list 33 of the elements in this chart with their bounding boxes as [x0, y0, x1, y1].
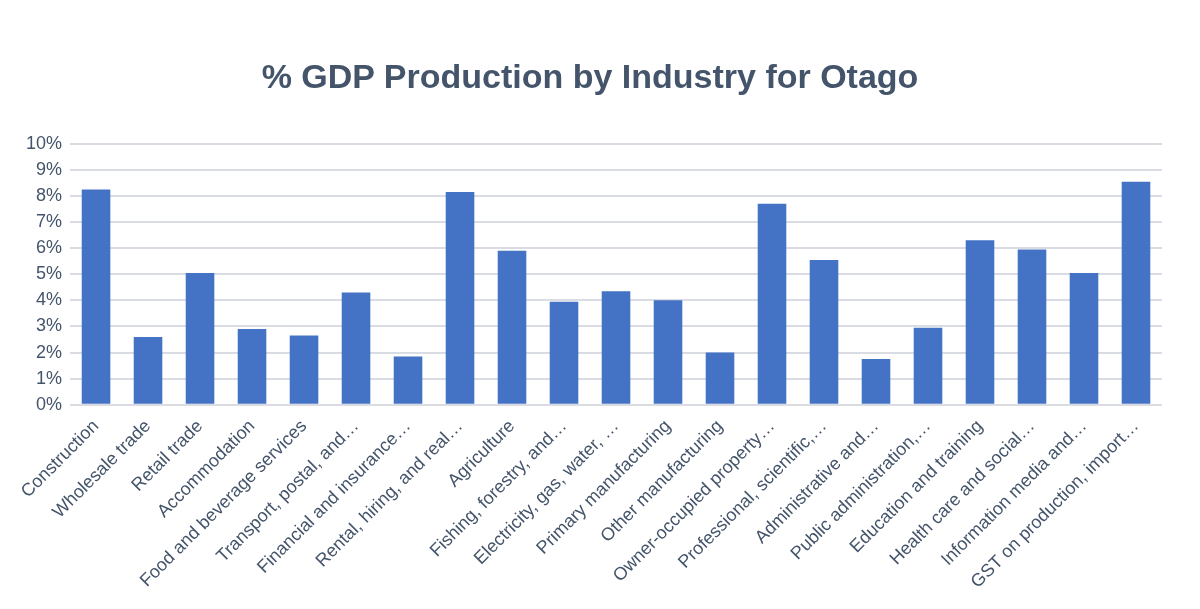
- bar: [133, 336, 163, 404]
- bar: [705, 352, 735, 404]
- bar: [601, 291, 631, 404]
- y-tick-label: 9%: [36, 158, 63, 179]
- y-tick-label: 3%: [36, 315, 63, 336]
- bar: [341, 292, 371, 404]
- y-tick-label: 6%: [36, 237, 63, 258]
- bar: [549, 301, 579, 404]
- bar: [497, 250, 527, 404]
- y-tick-label: 5%: [36, 263, 63, 284]
- bar: [185, 272, 215, 404]
- y-tick-label: 8%: [36, 184, 63, 205]
- bar: [1069, 272, 1099, 404]
- y-tick-label: 0%: [36, 393, 63, 414]
- bar: [653, 300, 683, 404]
- y-tick-label: 1%: [36, 367, 63, 388]
- bar: [393, 356, 423, 404]
- y-tick-label: 4%: [36, 289, 63, 310]
- bar: [1121, 181, 1151, 404]
- bar: [81, 189, 111, 404]
- chart-title: % GDP Production by Industry for Otago: [261, 56, 919, 95]
- bar: [757, 203, 787, 404]
- bar: [289, 335, 319, 404]
- bar: [965, 240, 995, 404]
- bar: [445, 192, 475, 404]
- bar: [809, 259, 839, 404]
- y-tick-label: 10%: [26, 132, 63, 153]
- bar: [237, 329, 267, 404]
- y-tick-label: 7%: [36, 211, 63, 232]
- bar: [861, 359, 891, 404]
- y-tick-label: 2%: [36, 341, 63, 362]
- bar: [1017, 249, 1047, 404]
- bar: [913, 327, 943, 404]
